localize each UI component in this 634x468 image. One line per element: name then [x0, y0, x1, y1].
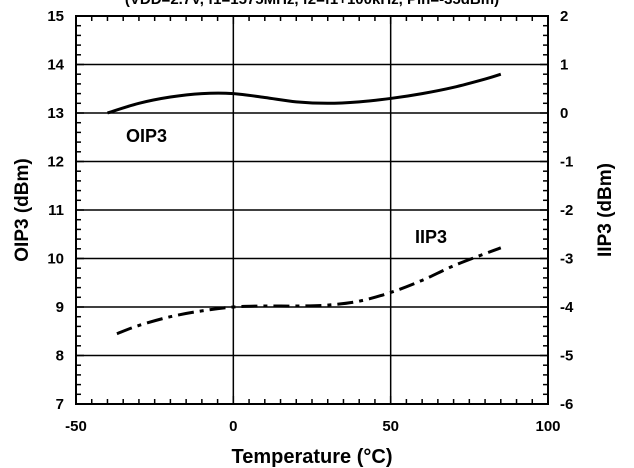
x-tick-label: -50: [65, 418, 87, 435]
y-tick-label: 11: [48, 202, 64, 219]
ticks: [75, 15, 549, 405]
y2-tick-label: -1: [560, 154, 573, 171]
x-axis-label: Temperature (°C): [232, 446, 393, 468]
y2-tick-label: -4: [560, 299, 574, 316]
y-tick-label: 15: [47, 8, 64, 25]
y2-tick-label: 2: [560, 8, 568, 25]
y-tick-label: 12: [47, 154, 64, 171]
y-tick-label: 9: [56, 299, 64, 316]
y2-tick-label: -2: [560, 202, 573, 219]
series-label-iip3: IIP3: [415, 227, 447, 247]
y2-axis-label: IIP3 (dBm): [595, 163, 616, 257]
x-tick-label: 50: [382, 418, 399, 435]
series-line-iip3: [116, 246, 502, 336]
y2-tick-label: 0: [560, 105, 568, 122]
y-tick-label: 13: [47, 105, 64, 122]
chart-title: (VDD=2.7V, f1=1575MHz, f2=f1+100kHz, Pin…: [125, 0, 499, 8]
series-label-oip3: OIP3: [126, 126, 167, 146]
grid: [76, 16, 548, 404]
series-line-oip3: [107, 72, 502, 115]
x-tick-label: 0: [229, 418, 237, 435]
y2-tick-label: -5: [560, 348, 573, 365]
y-axis-label: OIP3 (dBm): [12, 158, 33, 261]
y-tick-label: 10: [47, 251, 64, 268]
x-tick-label: 100: [535, 418, 560, 435]
y-tick-label: 8: [56, 348, 64, 365]
y-tick-label: 7: [56, 396, 64, 413]
y2-tick-label: -6: [560, 396, 573, 413]
y-tick-label: 14: [47, 57, 64, 74]
y2-tick-label: 1: [560, 57, 568, 74]
series: [107, 72, 502, 336]
y2-tick-label: -3: [560, 251, 573, 268]
